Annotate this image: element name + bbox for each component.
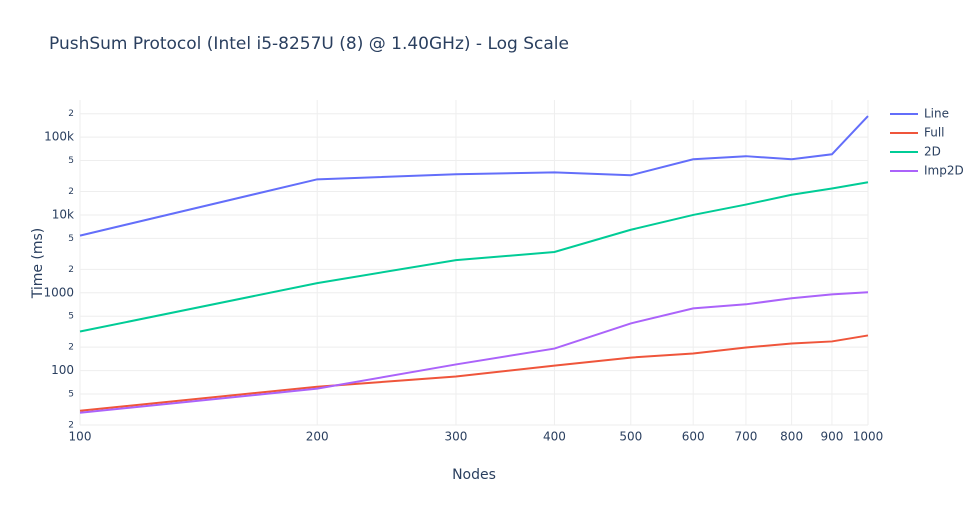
- legend-label: Imp2D: [924, 164, 964, 178]
- x-tick-label: 1000: [853, 430, 884, 444]
- legend-label: 2D: [924, 145, 941, 159]
- x-tick-label: 900: [820, 430, 843, 444]
- legend-label: Full: [924, 126, 945, 140]
- y-tick-label: 2: [68, 265, 74, 275]
- y-tick-label: 5: [68, 312, 74, 322]
- chart-title: PushSum Protocol (Intel i5-8257U (8) @ 1…: [49, 34, 569, 54]
- y-tick-label: 5: [68, 234, 74, 244]
- x-tick-label: 600: [682, 430, 705, 444]
- series-line: [79, 181, 869, 333]
- x-axis-label: Nodes: [452, 467, 496, 483]
- y-axis-label: Time (ms): [30, 228, 46, 300]
- x-tick-label: 700: [734, 430, 757, 444]
- series-line: [79, 291, 869, 414]
- series-line: [79, 334, 869, 412]
- y-tick-label: 2: [68, 187, 74, 197]
- y-tick-label: 1000: [43, 285, 74, 299]
- x-tick-label: 200: [306, 430, 329, 444]
- y-tick-label: 10k: [52, 207, 74, 221]
- y-tick-label: 2: [68, 109, 74, 119]
- y-tick-label: 100k: [44, 130, 74, 144]
- legend-label: Line: [924, 107, 949, 121]
- x-tick-label: 500: [619, 430, 642, 444]
- y-tick-label: 2: [68, 343, 74, 353]
- series-line: [79, 115, 869, 237]
- y-tick-label: 5: [68, 156, 74, 166]
- x-tick-label: 800: [780, 430, 803, 444]
- x-tick-label: 400: [543, 430, 566, 444]
- x-tick-label: 100: [69, 430, 92, 444]
- y-tick-label: 2: [68, 421, 74, 431]
- y-tick-label: 5: [68, 390, 74, 400]
- x-tick-label: 300: [445, 430, 468, 444]
- y-tick-label: 100: [51, 363, 74, 377]
